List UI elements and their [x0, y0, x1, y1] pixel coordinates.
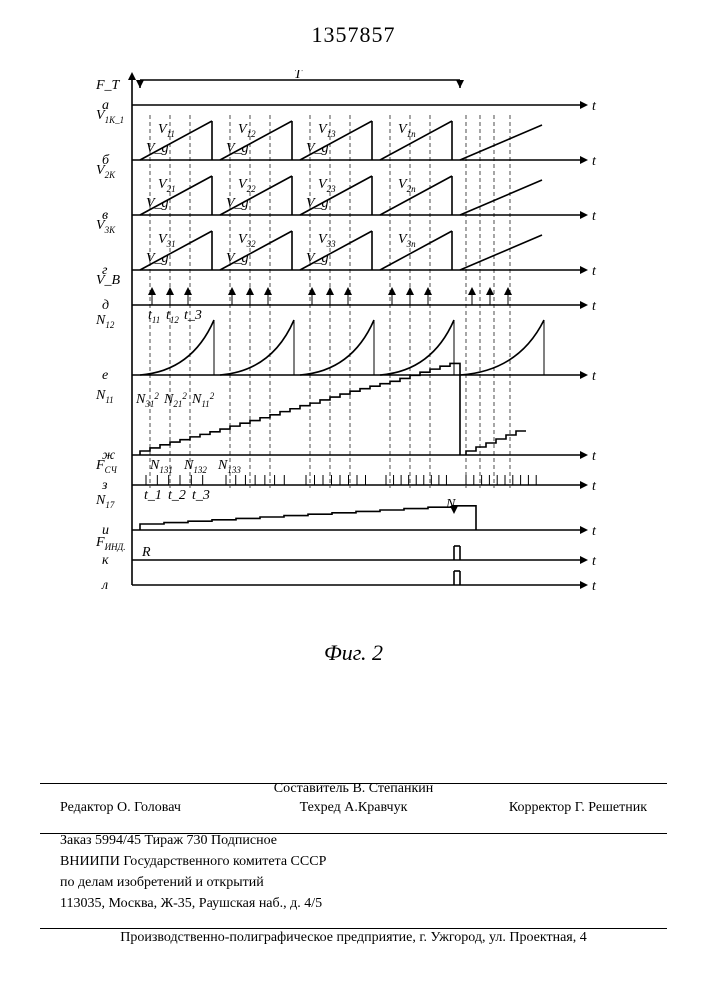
- figure-caption: Фиг. 2: [0, 640, 707, 666]
- svg-text:V_g: V_g: [146, 196, 169, 211]
- print-run: Тираж 730: [144, 833, 207, 848]
- committee-line-2: по делам изобретений и открытий: [60, 872, 647, 893]
- subscription: Подписное: [211, 833, 277, 848]
- svg-text:V_g: V_g: [306, 141, 329, 156]
- separator-3: [40, 928, 667, 929]
- svg-text:t: t: [592, 524, 597, 539]
- committee-line-1: ВНИИПИ Государственного комитета СССР: [60, 851, 647, 872]
- svg-text:t11: t11: [148, 308, 160, 325]
- techred: Техред А.Кравчук: [256, 799, 452, 818]
- editor: Редактор О. Головач: [60, 799, 256, 818]
- colophon-credits: Составитель В. Степанкин Редактор О. Гол…: [60, 780, 647, 818]
- svg-text:V12: V12: [238, 122, 256, 139]
- svg-text:V13: V13: [318, 122, 336, 139]
- svg-text:V_B: V_B: [96, 273, 121, 288]
- svg-text:V_g: V_g: [226, 251, 249, 266]
- svg-text:V33: V33: [318, 232, 336, 249]
- figure-2-timing-diagram: TtаF_TtбV1K_1V11V_gV12V_gV13V_gV1ntвV2KV…: [90, 70, 610, 630]
- svg-text:FИНД.: FИНД.: [95, 535, 126, 552]
- svg-text:R: R: [141, 545, 151, 560]
- svg-text:V2n: V2n: [398, 177, 416, 194]
- svg-text:V3n: V3n: [398, 232, 416, 249]
- svg-text:t: t: [592, 579, 597, 594]
- svg-text:V_g: V_g: [146, 141, 169, 156]
- svg-text:N12: N12: [95, 313, 115, 330]
- svg-text:N112: N112: [191, 391, 215, 409]
- svg-text:t_1: t_1: [144, 488, 162, 503]
- svg-text:з: з: [101, 478, 108, 493]
- svg-text:N133: N133: [217, 458, 241, 475]
- svg-text:t: t: [592, 154, 597, 169]
- svg-text:t: t: [592, 99, 597, 114]
- svg-text:V1n: V1n: [398, 122, 416, 139]
- svg-text:V22: V22: [238, 177, 256, 194]
- svg-text:t_3: t_3: [184, 308, 202, 323]
- svg-text:д: д: [102, 298, 109, 313]
- svg-text:N212: N212: [163, 391, 187, 409]
- svg-text:V_g: V_g: [226, 196, 249, 211]
- svg-text:V_g: V_g: [306, 251, 329, 266]
- svg-text:V_g: V_g: [146, 251, 169, 266]
- svg-text:t: t: [592, 369, 597, 384]
- corrector: Корректор Г. Решетник: [451, 799, 647, 818]
- svg-text:V1K_1: V1K_1: [96, 108, 124, 125]
- printer-line: Производственно-полиграфическое предприя…: [60, 930, 647, 946]
- svg-text:t: t: [592, 449, 597, 464]
- svg-text:N132: N132: [183, 458, 207, 475]
- svg-text:t: t: [592, 554, 597, 569]
- svg-text:V_g: V_g: [306, 196, 329, 211]
- svg-text:V31: V31: [158, 232, 176, 249]
- order-number: Заказ 5994/45: [60, 833, 141, 848]
- svg-text:t12: t12: [166, 308, 179, 325]
- committee-address: 113035, Москва, Ж-35, Раушская наб., д. …: [60, 893, 647, 914]
- svg-text:V11: V11: [158, 122, 175, 139]
- colophon-publication: Заказ 5994/45 Тираж 730 Подписное ВНИИПИ…: [60, 830, 647, 914]
- svg-text:F_T: F_T: [95, 78, 121, 93]
- svg-text:t: t: [592, 299, 597, 314]
- svg-text:N17: N17: [95, 493, 115, 510]
- svg-text:t: t: [592, 209, 597, 224]
- svg-text:N131: N131: [149, 458, 173, 475]
- svg-text:N312: N312: [135, 391, 159, 409]
- svg-text:T: T: [294, 70, 303, 82]
- svg-text:V_g: V_g: [226, 141, 249, 156]
- svg-text:е: е: [102, 368, 108, 383]
- svg-text:t_2: t_2: [168, 488, 186, 503]
- svg-text:л: л: [101, 578, 108, 593]
- svg-text:t: t: [592, 479, 597, 494]
- svg-text:V32: V32: [238, 232, 256, 249]
- svg-text:t: t: [592, 264, 597, 279]
- svg-text:V23: V23: [318, 177, 336, 194]
- svg-text:к: к: [102, 553, 109, 568]
- document-number: 1357857: [0, 22, 707, 48]
- svg-text:N11: N11: [95, 388, 114, 405]
- svg-text:V21: V21: [158, 177, 176, 194]
- svg-text:t_3: t_3: [192, 488, 210, 503]
- compiler-line: Составитель В. Степанкин: [60, 780, 647, 799]
